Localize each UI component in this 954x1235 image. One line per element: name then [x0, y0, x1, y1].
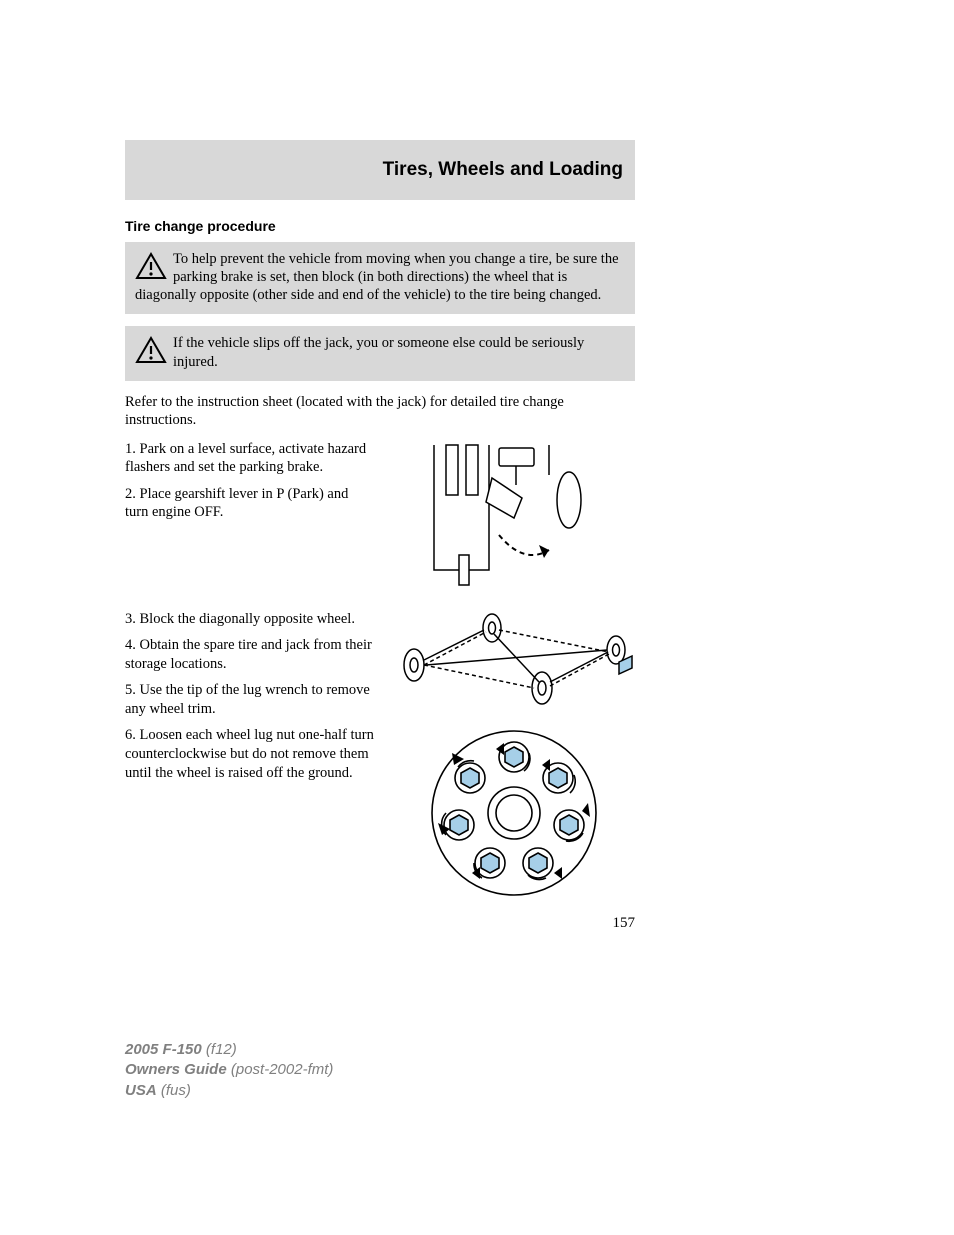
warning-triangle-icon	[135, 336, 167, 364]
step-block-1: 1. Park on a level surface, activate haz…	[125, 440, 635, 600]
warning-box-1: To help prevent the vehicle from moving …	[125, 242, 635, 314]
diagrams-right	[393, 610, 635, 903]
footer-model-code: (f12)	[206, 1041, 237, 1058]
lug-nut-diagram	[424, 723, 604, 903]
footer-region-code: (fus)	[161, 1082, 191, 1099]
footer-guide: Owners Guide	[125, 1061, 227, 1078]
header-bar: Tires, Wheels and Loading	[125, 140, 635, 200]
step-text-2: 3. Block the diagonally opposite wheel. …	[125, 610, 375, 903]
parking-brake-diagram	[393, 440, 635, 600]
step-6: 6. Loosen each wheel lug nut one-half tu…	[125, 726, 375, 782]
intro-text: Refer to the instruction sheet (located …	[125, 393, 635, 430]
step-5: 5. Use the tip of the lug wrench to remo…	[125, 681, 375, 718]
parking-brake-illustration	[404, 440, 624, 600]
footer-guide-code: (post-2002-fmt)	[231, 1061, 334, 1078]
page-content: Tires, Wheels and Loading Tire change pr…	[125, 140, 635, 932]
step-2: 2. Place gearshift lever in P (Park) and…	[125, 485, 375, 522]
footer-model: 2005 F-150	[125, 1041, 202, 1058]
footer-region: USA	[125, 1082, 157, 1099]
section-title: Tire change procedure	[125, 218, 635, 234]
step-block-2: 3. Block the diagonally opposite wheel. …	[125, 610, 635, 903]
step-3: 3. Block the diagonally opposite wheel.	[125, 610, 375, 629]
step-1: 1. Park on a level surface, activate haz…	[125, 440, 375, 477]
warning-text-1: To help prevent the vehicle from moving …	[135, 251, 619, 303]
chassis-diagram	[394, 610, 634, 705]
footer: 2005 F-150 (f12) Owners Guide (post-2002…	[125, 1040, 333, 1101]
step-4: 4. Obtain the spare tire and jack from t…	[125, 636, 375, 673]
page-number: 157	[125, 915, 635, 932]
warning-box-2: If the vehicle slips off the jack, you o…	[125, 326, 635, 380]
chapter-title: Tires, Wheels and Loading	[383, 159, 623, 181]
step-text-1: 1. Park on a level surface, activate haz…	[125, 440, 375, 600]
warning-text-2: If the vehicle slips off the jack, you o…	[173, 335, 584, 369]
warning-triangle-icon	[135, 252, 167, 280]
